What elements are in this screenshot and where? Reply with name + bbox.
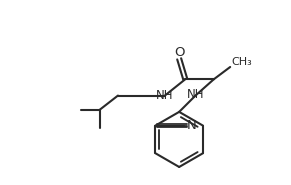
Text: N: N [187,119,197,132]
Text: NH: NH [187,88,204,101]
Text: O: O [174,46,184,59]
Text: NH: NH [156,89,174,102]
Text: CH₃: CH₃ [231,57,252,67]
